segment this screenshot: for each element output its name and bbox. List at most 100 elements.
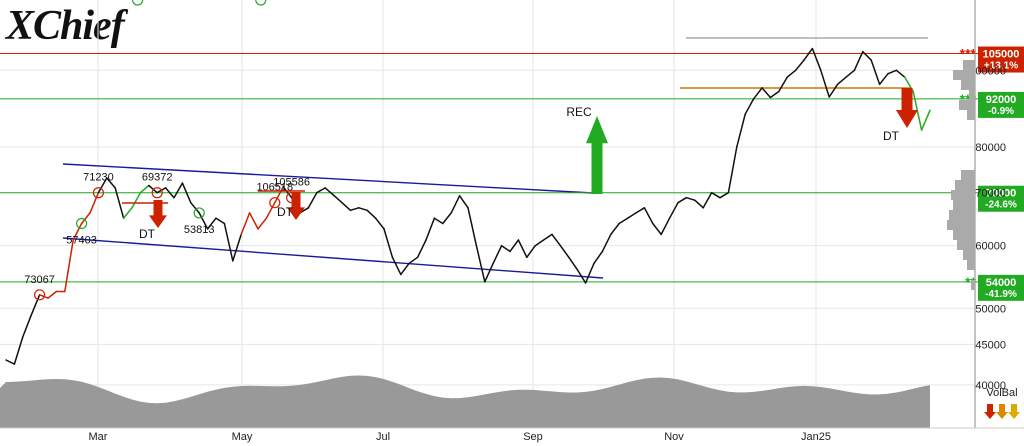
price-segment	[400, 262, 410, 276]
volume-profile-bar	[967, 260, 975, 270]
high-value-label: 69372	[142, 172, 173, 184]
price-segment	[47, 290, 58, 299]
volume-profile	[947, 60, 975, 290]
price-segment	[173, 182, 184, 199]
price-segment	[442, 212, 452, 225]
price-segment	[660, 217, 671, 236]
price-segment	[920, 109, 931, 131]
price-segment	[635, 207, 646, 214]
price-segment	[106, 177, 116, 189]
low-value-label: 92364	[246, 0, 277, 3]
high-value-label: 105586	[273, 177, 310, 189]
price-segment	[710, 191, 721, 199]
x-tick-label: Nov	[664, 431, 684, 443]
price-segment	[794, 59, 805, 72]
signal-label: DT	[277, 205, 294, 219]
price-segment	[265, 201, 276, 219]
price-segment	[643, 207, 654, 225]
price-segment	[853, 50, 864, 72]
price-segment	[517, 239, 528, 259]
price-segment	[425, 217, 436, 241]
volume-profile-bar	[967, 110, 975, 120]
volume-profile-bar	[963, 60, 975, 70]
price-segment	[500, 244, 511, 253]
price-segment	[64, 239, 74, 293]
low-value-label: 57403	[66, 235, 97, 247]
volbal-arrow-icon	[1008, 404, 1020, 419]
price-segment	[240, 212, 251, 236]
volbal-arrow-icon	[984, 404, 996, 419]
price-segment	[274, 186, 284, 204]
y-tick-label: 100000	[969, 65, 1006, 77]
signal-label: REC	[566, 105, 592, 119]
channel-upper-line	[62, 163, 594, 194]
price-segment	[198, 212, 209, 230]
price-segment	[467, 207, 478, 247]
low-marker	[255, 0, 267, 6]
price-segment	[341, 201, 352, 212]
price-segment	[568, 256, 578, 271]
price-segment	[845, 69, 856, 78]
price-segment	[131, 191, 142, 209]
level-value-label: 70000	[986, 188, 1017, 200]
price-segment	[895, 69, 906, 78]
price-segment	[626, 212, 637, 219]
volume-profile-bar	[969, 90, 975, 100]
high-value-label: 73067	[24, 274, 55, 286]
price-line	[5, 47, 931, 365]
level-pct-label: +13.1%	[984, 61, 1018, 72]
x-tick-label: Jul	[376, 431, 390, 443]
price-segment	[694, 199, 704, 209]
high-marker	[92, 187, 105, 199]
price-segment	[232, 233, 242, 262]
price-segment	[878, 72, 889, 86]
low-marker	[132, 0, 144, 6]
price-segment	[13, 336, 24, 365]
y-tick-label: 70000	[975, 188, 1006, 200]
price-segment	[475, 244, 486, 283]
volume-profile-bar	[951, 190, 975, 200]
price-segment	[677, 196, 688, 204]
price-segment	[307, 191, 318, 209]
x-tick-label: May	[232, 431, 253, 443]
price-segment	[484, 262, 494, 283]
level-pct-label: -24.6%	[985, 200, 1017, 211]
price-segment	[559, 244, 570, 259]
grid	[0, 0, 975, 428]
price-segment	[139, 184, 150, 194]
price-segment	[408, 256, 419, 265]
price-segment	[727, 146, 738, 194]
volume-profile-bar	[957, 240, 975, 250]
level-badge	[978, 185, 1024, 212]
level-pct-label: -0.9%	[988, 106, 1014, 117]
price-segment	[576, 268, 587, 284]
volume-profile-bar	[961, 80, 975, 90]
price-segment	[786, 69, 797, 78]
low-value-label: 55184	[122, 0, 153, 3]
level-value-label: 92000	[986, 94, 1017, 106]
price-segment	[316, 187, 326, 194]
price-segment	[257, 217, 268, 230]
price-segment	[458, 195, 469, 209]
y-tick-label: 45000	[975, 339, 1006, 351]
signal-label: DT	[883, 129, 900, 143]
price-segment	[610, 222, 620, 236]
volume-area	[0, 375, 930, 428]
price-segment	[534, 239, 545, 247]
extrema-markers: 7306771230693721065181055865740355184538…	[24, 0, 310, 301]
price-segment	[114, 187, 125, 219]
price-segment	[89, 191, 100, 214]
y-tick-label: 80000	[975, 142, 1006, 154]
price-segment	[778, 76, 788, 93]
volume-balance-area	[0, 375, 930, 428]
volume-profile-bar	[955, 180, 975, 190]
up-arrow	[586, 116, 608, 194]
price-segment	[702, 191, 713, 209]
price-segment	[22, 314, 32, 338]
price-segment	[601, 233, 612, 253]
price-segment	[803, 47, 814, 61]
price-segment	[652, 222, 662, 236]
level-stars: **	[965, 274, 976, 290]
price-segment	[416, 239, 427, 259]
